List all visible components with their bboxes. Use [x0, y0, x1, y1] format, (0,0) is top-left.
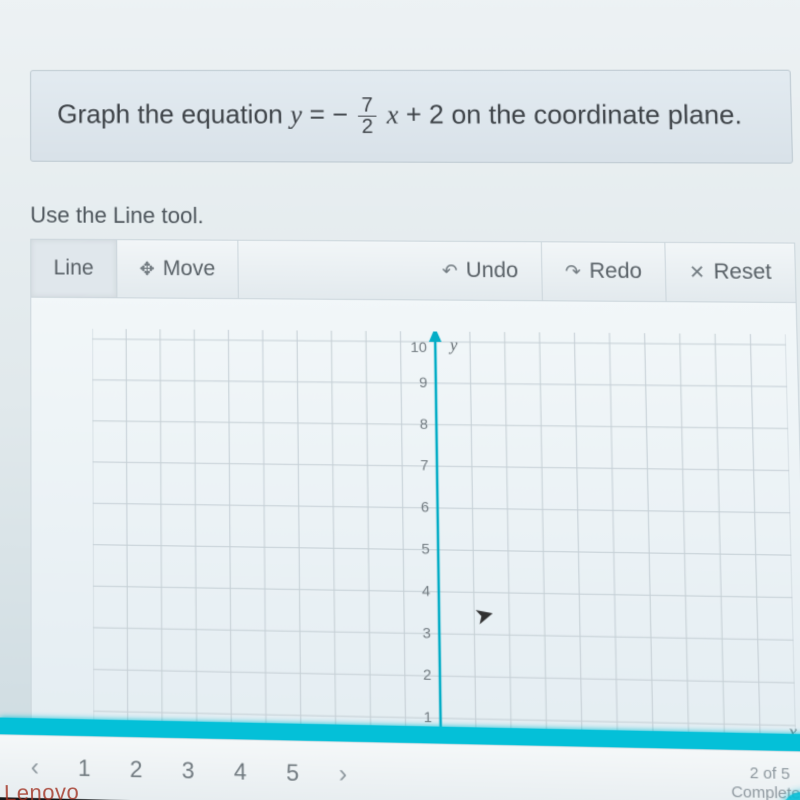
page-3[interactable]: 3	[182, 757, 195, 785]
graph-canvas[interactable]: 1 2 3 4 5 6 7 8 9 10 y ➤	[30, 298, 800, 770]
ytick-8: 8	[420, 415, 429, 432]
ytick-4: 4	[422, 582, 431, 599]
equation-y: y	[290, 100, 302, 129]
equation-fraction: 7 2	[358, 95, 376, 137]
equation-neg: −	[332, 99, 348, 130]
undo-icon: ↶	[442, 260, 458, 282]
question-prompt: Graph the equation y = − 7 2 x + 2 on th…	[30, 70, 793, 164]
page-1[interactable]: 1	[78, 754, 91, 782]
ytick-10: 10	[410, 339, 427, 356]
ytick-6: 6	[421, 498, 430, 515]
page-4[interactable]: 4	[234, 758, 247, 786]
redo-button[interactable]: ↷ Redo	[542, 242, 667, 301]
equation-eq: =	[309, 99, 332, 130]
fraction-numerator: 7	[358, 95, 376, 116]
ytick-1: 1	[424, 708, 433, 725]
toolbar-spacer	[239, 241, 420, 300]
move-tool-label: Move	[163, 257, 216, 282]
ytick-2: 2	[423, 666, 432, 683]
coordinate-plane[interactable]: 1 2 3 4 5 6 7 8 9 10 y	[92, 329, 797, 769]
equation-x: x	[386, 100, 398, 130]
prev-page-button[interactable]: ‹	[31, 752, 39, 782]
question-text-suffix: + 2 on the coordinate plane.	[406, 99, 743, 130]
hint-text: Use the Line tool.	[30, 202, 795, 232]
graph-toolbar: Line ✥ Move ↶ Undo ↷ Redo ✕ Reset	[30, 239, 796, 303]
fraction-denominator: 2	[358, 117, 376, 137]
redo-icon: ↷	[565, 261, 581, 283]
undo-button[interactable]: ↶ Undo	[419, 242, 543, 301]
y-axis-label: y	[448, 337, 459, 355]
page-2[interactable]: 2	[130, 755, 143, 783]
device-brand: Lenovo	[4, 779, 80, 800]
ytick-5: 5	[421, 540, 430, 557]
reset-icon: ✕	[689, 261, 705, 283]
reset-label: Reset	[713, 260, 772, 285]
next-page-button[interactable]: ›	[339, 759, 348, 789]
progress-count: 2 of 5	[731, 763, 800, 784]
move-tool-button[interactable]: ✥ Move	[117, 240, 239, 298]
redo-label: Redo	[589, 259, 642, 284]
ytick-3: 3	[422, 624, 431, 641]
reset-button[interactable]: ✕ Reset	[665, 243, 795, 302]
undo-label: Undo	[466, 258, 519, 283]
page-5[interactable]: 5	[286, 759, 299, 787]
move-icon: ✥	[139, 258, 154, 280]
ytick-7: 7	[420, 457, 429, 474]
question-text-prefix: Graph the equation	[57, 99, 290, 130]
ytick-9: 9	[419, 374, 428, 391]
line-tool-button[interactable]: Line	[31, 240, 117, 298]
line-tool-label: Line	[53, 256, 93, 281]
